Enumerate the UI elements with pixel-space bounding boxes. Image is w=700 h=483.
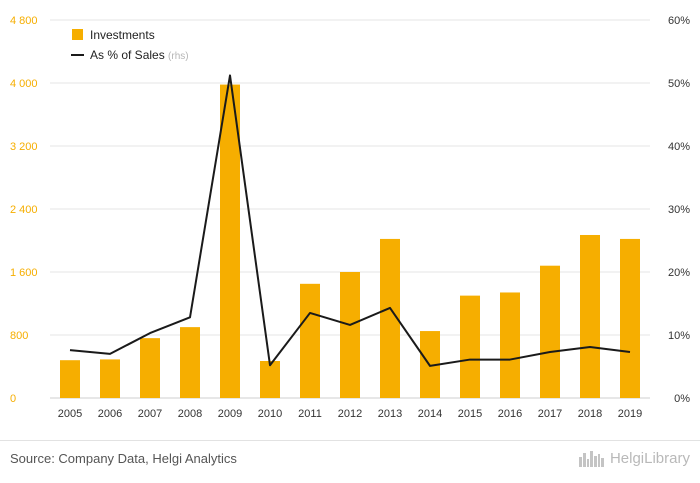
y-left-tick-label: 3 200 <box>10 141 38 153</box>
bar-investments <box>500 292 520 398</box>
legend-swatch-investments <box>72 29 83 40</box>
x-tick-label: 2015 <box>458 408 482 420</box>
bar-investments <box>140 338 160 398</box>
legend-label-investments: Investments <box>90 28 155 42</box>
x-tick-label: 2010 <box>258 408 282 420</box>
bar-investments <box>220 84 240 398</box>
city-skyline-icon <box>578 451 604 467</box>
x-tick-label: 2012 <box>338 408 362 420</box>
y-left-tick-label: 800 <box>10 330 28 342</box>
y-left-tick-label: 4 800 <box>10 15 38 27</box>
x-tick-label: 2008 <box>178 408 202 420</box>
bar-investments <box>340 272 360 398</box>
x-tick-label: 2007 <box>138 408 162 420</box>
bar-investments <box>540 265 560 398</box>
x-tick-label: 2019 <box>618 408 642 420</box>
x-tick-label: 2013 <box>378 408 402 420</box>
y-right-tick-label: 10% <box>668 330 690 342</box>
helgi-library-logo[interactable]: HelgiLibrary <box>578 449 690 467</box>
bar-investments <box>180 327 200 398</box>
y-right-tick-label: 60% <box>668 15 690 27</box>
x-tick-label: 2018 <box>578 408 602 420</box>
y-left-tick-label: 1 600 <box>10 267 38 279</box>
line-as-percent-of-sales <box>69 74 631 367</box>
y-right-tick-label: 30% <box>668 204 690 216</box>
x-tick-label: 2014 <box>418 408 442 420</box>
x-tick-label: 2017 <box>538 408 562 420</box>
legend-label-line: As % of Sales (rhs) <box>90 48 189 62</box>
chart: 0 0% 800 10% 1 600 20% 2 400 30% 3 200 40% 4 000 50… <box>10 15 690 420</box>
x-tick-label: 2016 <box>498 408 522 420</box>
bar-investments <box>580 234 600 398</box>
bar-investments <box>300 283 320 398</box>
brand-name: HelgiLibrary <box>609 449 690 467</box>
x-tick-label: 2005 <box>58 408 82 420</box>
x-tick-label: 2009 <box>218 408 242 420</box>
y-left-tick-label: 4 000 <box>10 78 38 90</box>
y-right-tick-label: 20% <box>668 267 690 279</box>
bar-investments <box>260 360 280 398</box>
bar-investments <box>60 360 80 398</box>
y-right-tick-label: 50% <box>668 78 690 90</box>
y-left-tick-label: 0 <box>10 393 16 405</box>
y-left-tick-label: 2 400 <box>10 204 38 216</box>
footer-divider <box>0 440 700 441</box>
y-right-tick-label: 40% <box>668 141 690 153</box>
bar-investments <box>460 295 480 398</box>
source-note: Source: Company Data, Helgi Analytics <box>10 451 237 466</box>
x-tick-label: 2011 <box>298 408 322 420</box>
y-right-tick-label: 0% <box>674 393 690 405</box>
legend-label-rhs-suffix: (rhs) <box>168 51 189 62</box>
x-tick-label: 2006 <box>98 408 122 420</box>
bar-investments <box>380 238 400 398</box>
bar-investments <box>620 238 640 398</box>
bar-investments <box>100 359 120 398</box>
